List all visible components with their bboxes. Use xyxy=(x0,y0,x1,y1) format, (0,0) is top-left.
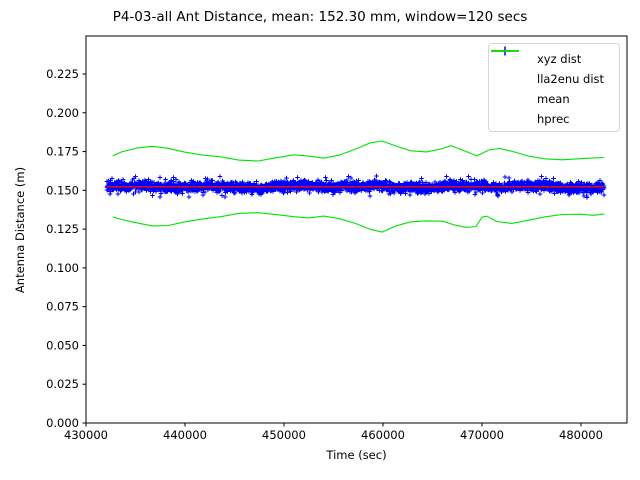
svg-text:0.150: 0.150 xyxy=(46,183,79,197)
svg-text:480000: 480000 xyxy=(559,428,603,442)
legend-entry-hprec: hprec xyxy=(489,50,619,129)
svg-text:0.100: 0.100 xyxy=(46,261,79,275)
svg-text:440000: 440000 xyxy=(163,428,207,442)
svg-text:450000: 450000 xyxy=(262,428,306,442)
curve-hprec-lower xyxy=(112,212,605,233)
axes-border xyxy=(85,35,628,424)
green-line-swatch-icon xyxy=(491,50,529,106)
x-axis-label: Time (sec) xyxy=(326,448,387,462)
svg-text:0.225: 0.225 xyxy=(46,67,79,81)
svg-text:0.200: 0.200 xyxy=(46,106,79,120)
svg-text:430000: 430000 xyxy=(64,428,108,442)
legend: xyz dist lla2enu dist mean hprec xyxy=(488,43,620,132)
y-axis-ticks: 0.000 0.025 0.050 0.075 0.100 0.125 0.150 0.175… xyxy=(46,67,86,430)
red-line-swatch-icon xyxy=(491,50,529,86)
svg-text:0.175: 0.175 xyxy=(46,145,79,159)
svg-text:0.050: 0.050 xyxy=(46,338,79,352)
x-axis-ticks: 430000 440000 450000 460000 470000 480000 xyxy=(64,423,603,442)
svg-text:460000: 460000 xyxy=(361,428,405,442)
legend-label-mean: mean xyxy=(537,92,570,106)
chart-title: P4-03-all Ant Distance, mean: 152.30 mm,… xyxy=(112,9,528,25)
legend-entry-lla2enu-dist: lla2enu dist xyxy=(489,50,619,89)
legend-label-lla2enu-dist: lla2enu dist xyxy=(537,72,605,86)
green-line-swatch-icon xyxy=(491,50,529,126)
curve-hprec-upper xyxy=(112,140,605,162)
legend-label-xyz-dist: xyz dist xyxy=(537,52,582,66)
svg-text:470000: 470000 xyxy=(460,428,504,442)
legend-entry-mean: mean xyxy=(489,50,619,109)
svg-text:0.000: 0.000 xyxy=(46,416,79,430)
svg-text:0.075: 0.075 xyxy=(46,300,79,314)
y-axis-label: Antenna Distance (m) xyxy=(13,166,27,294)
legend-label-hprec: hprec xyxy=(537,112,570,126)
svg-text:0.025: 0.025 xyxy=(46,377,79,391)
svg-text:0.125: 0.125 xyxy=(46,222,79,236)
